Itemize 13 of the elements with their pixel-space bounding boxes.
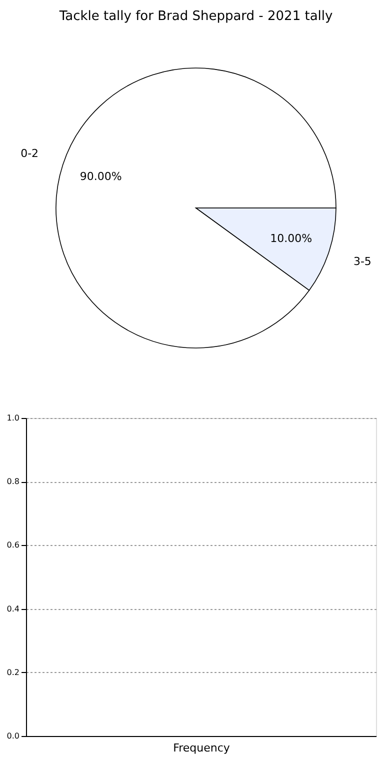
x-axis-title: Frequency [173, 742, 230, 754]
y-tick-label: 1.0 [6, 414, 20, 422]
chart-title: Tackle tally for Brad Sheppard - 2021 tally [58, 9, 333, 24]
y-tick-label: 0.8 [6, 477, 20, 486]
slice-label: 3-5 [353, 255, 372, 268]
y-tick-label: 0.0 [6, 732, 20, 740]
pie-slice [56, 68, 336, 348]
y-tick-label: 0.2 [6, 668, 20, 677]
y-tick-label: 0.6 [6, 540, 20, 550]
data-label: 10.00% [270, 232, 312, 245]
y-tick-label: 0.4 [6, 604, 20, 614]
slice-label: 0-2 [20, 146, 39, 160]
data-label: 90.00% [80, 170, 122, 184]
